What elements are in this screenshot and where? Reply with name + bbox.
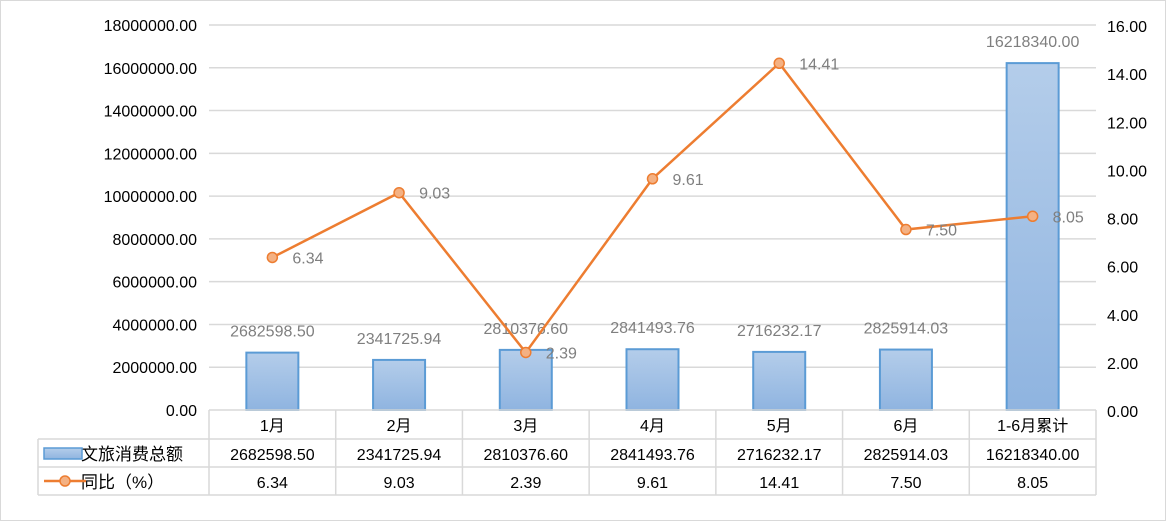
bar[interactable] [625, 348, 680, 411]
legend-marker-icon [59, 475, 71, 487]
line-value-label: 9.03 [419, 186, 450, 203]
bar[interactable] [372, 358, 427, 411]
table-cell: 16218340.00 [986, 447, 1080, 464]
right-axis-tick-label: 4.00 [1107, 308, 1138, 325]
left-axis-tick-label: 2000000.00 [112, 360, 197, 377]
table-cell: 9.03 [384, 475, 415, 492]
line-value-label: 7.50 [926, 223, 957, 240]
table-cell: 2841493.76 [610, 447, 695, 464]
legend-bar-swatch-icon [43, 447, 83, 460]
right-axis-tick-label: 12.00 [1107, 115, 1147, 132]
bar-value-label: 2825914.03 [864, 321, 949, 338]
bar-value-label: 2810376.60 [484, 321, 569, 338]
bar-value-label: 2682598.50 [230, 324, 315, 341]
table-header-cell: 1-6月累计 [997, 417, 1068, 435]
table-cell: 7.50 [890, 475, 921, 492]
bar[interactable] [878, 348, 933, 411]
left-axis-tick-label: 14000000.00 [104, 104, 198, 121]
left-axis-tick-label: 0.00 [166, 403, 197, 420]
table-header-cell: 4月 [640, 418, 665, 435]
bar[interactable] [752, 350, 807, 411]
data-table: 1月 2月 3月 4月 5月 6月 1-6月累计 2682598.50 2341725.94 28… [37, 409, 1097, 496]
right-axis-tick-label: 2.00 [1107, 356, 1138, 373]
right-axis-tick-label: 14.00 [1107, 67, 1147, 84]
yoy-line [271, 61, 1033, 355]
table-cell: 6.34 [257, 475, 288, 492]
table-cell: 2682598.50 [230, 447, 315, 464]
bar-series [245, 62, 1060, 411]
legend-label: 同比（%） [81, 473, 164, 492]
table-cell: 9.61 [637, 475, 668, 492]
right-axis-tick-label: 16.00 [1107, 19, 1147, 36]
table-cell: 2341725.94 [357, 447, 442, 464]
line-series [266, 57, 1039, 359]
line-marker[interactable] [266, 251, 279, 264]
bar[interactable] [245, 351, 300, 411]
table-header-cell: 1月 [260, 418, 285, 435]
right-axis-ticks: 0.00 2.00 4.00 6.00 8.00 10.00 12.00 14.00 16.00 [1107, 19, 1147, 421]
table-header-cell: 3月 [513, 418, 538, 435]
line-value-label: 2.39 [546, 345, 577, 362]
legend-label: 文旅消费总额 [81, 445, 183, 464]
bar[interactable] [498, 348, 553, 411]
line-data-labels: 6.34 9.03 2.39 9.61 14.41 7.50 8.05 [292, 56, 1084, 362]
table-header-cell: 5月 [767, 418, 792, 435]
table-cell: 8.05 [1017, 475, 1048, 492]
line-value-label: 6.34 [292, 250, 323, 267]
bar-value-label: 2716232.17 [737, 323, 822, 340]
line-value-label: 9.61 [673, 172, 704, 189]
line-value-label: 8.05 [1053, 209, 1084, 226]
table-cell: 2.39 [510, 475, 541, 492]
left-axis-tick-label: 10000000.00 [104, 189, 198, 206]
table-cell: 2810376.60 [484, 447, 569, 464]
line-marker[interactable] [773, 57, 785, 70]
line-marker[interactable] [646, 173, 659, 185]
table-cell: 14.41 [759, 475, 799, 492]
right-axis-tick-label: 6.00 [1107, 260, 1138, 277]
bar[interactable] [1005, 62, 1060, 411]
bar-data-labels: 2682598.50 2341725.94 2810376.60 2841493.76… [230, 34, 1079, 348]
table-cell: 2716232.17 [737, 447, 822, 464]
bar-value-label: 2841493.76 [610, 320, 695, 337]
gridlines [209, 24, 1096, 368]
left-axis-tick-label: 12000000.00 [104, 146, 198, 163]
line-marker[interactable] [393, 186, 405, 199]
bar-value-label: 2341725.94 [357, 331, 442, 348]
line-marker[interactable] [900, 223, 912, 236]
left-axis-tick-label: 8000000.00 [112, 232, 197, 249]
table-cell: 2825914.03 [864, 447, 949, 464]
right-axis-tick-label: 10.00 [1107, 163, 1147, 180]
left-axis-tick-label: 18000000.00 [104, 18, 198, 35]
table-header-cell: 2月 [387, 418, 412, 435]
left-axis-ticks: 0.00 2000000.00 4000000.00 6000000.00 800000… [104, 18, 198, 420]
left-axis-tick-label: 6000000.00 [112, 275, 197, 292]
right-axis-tick-label: 0.00 [1107, 404, 1138, 421]
right-axis-tick-label: 8.00 [1107, 212, 1138, 229]
table-header-cell: 6月 [893, 418, 918, 435]
line-value-label: 14.41 [799, 56, 839, 73]
left-axis-tick-label: 16000000.00 [104, 61, 198, 78]
line-marker[interactable] [1026, 210, 1039, 223]
bar-value-label: 16218340.00 [986, 34, 1080, 51]
line-marker[interactable] [520, 346, 532, 359]
left-axis-tick-label: 4000000.00 [112, 317, 197, 334]
